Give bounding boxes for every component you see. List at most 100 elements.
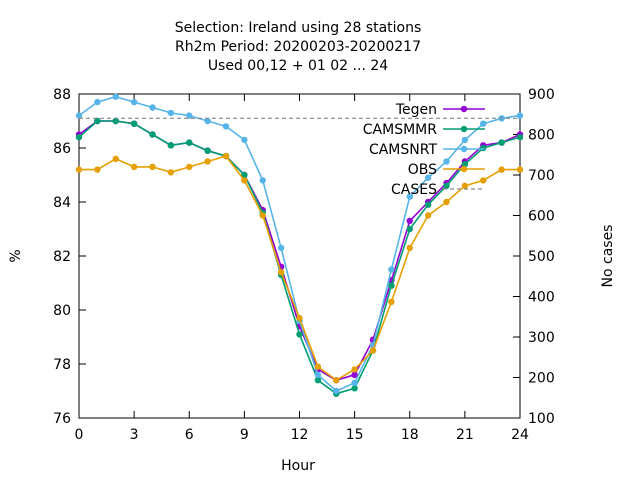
legend-label-camsnrt: CAMSNRT <box>369 142 438 158</box>
data-point-obs <box>186 163 193 171</box>
data-point-obs <box>75 166 83 173</box>
data-point-obs <box>388 298 395 306</box>
y-tick-label: 84 <box>53 195 71 211</box>
x-tick-label: 0 <box>75 427 84 443</box>
data-point-camsmmr <box>406 225 413 233</box>
data-point-obs <box>130 163 138 171</box>
x-tick-label: 18 <box>401 427 419 443</box>
data-point-camsmmr <box>516 134 524 141</box>
series-line-camsmmr <box>78 120 521 395</box>
data-point-camsnrt <box>333 387 340 395</box>
data-point-camsnrt <box>277 244 285 252</box>
data-point-camsnrt <box>112 93 119 100</box>
y2-tick-label: 800 <box>528 128 555 144</box>
legend-label-tegen: Tegen <box>395 102 437 118</box>
title-line-2: Rh2m Period: 20200203-20200217 <box>175 39 421 55</box>
plot-frame <box>78 93 521 419</box>
y-tick-label: 78 <box>53 357 71 373</box>
x-tick-label: 12 <box>291 427 309 443</box>
data-point-camsmmr <box>351 385 358 392</box>
data-point-camsnrt <box>443 158 450 165</box>
series-line-tegen <box>78 120 521 382</box>
legend-marker-obs <box>460 165 468 173</box>
data-point-camsnrt <box>461 136 469 144</box>
data-point-camsnrt <box>222 123 230 130</box>
y-tick-label: 76 <box>53 411 71 427</box>
data-point-camsnrt <box>424 174 432 181</box>
data-point-obs <box>369 347 377 354</box>
data-point-camsmmr <box>443 182 450 189</box>
data-point-obs <box>424 212 432 219</box>
data-point-camsnrt <box>94 98 101 106</box>
x-tick-label: 24 <box>511 427 529 443</box>
legend-label-obs: OBS <box>408 162 437 178</box>
data-point-camsnrt <box>516 112 524 119</box>
y2-tick-label: 400 <box>528 290 555 306</box>
data-point-obs <box>222 152 230 160</box>
data-point-camsnrt <box>130 98 138 106</box>
data-point-camsnrt <box>351 379 358 387</box>
y-tick-label: 82 <box>53 249 71 265</box>
data-point-camsmmr <box>94 117 101 125</box>
data-point-camsmmr <box>112 117 119 125</box>
data-point-camsnrt <box>241 136 248 144</box>
data-point-obs <box>204 158 211 165</box>
x-tick-label: 9 <box>240 427 249 443</box>
data-point-camsnrt <box>314 371 322 378</box>
data-point-obs <box>461 182 469 189</box>
y2-tick-label: 600 <box>528 209 555 225</box>
data-point-obs <box>259 212 266 219</box>
data-point-obs <box>296 314 303 322</box>
data-point-camsmmr <box>424 201 432 208</box>
y2-tick-label: 200 <box>528 371 555 387</box>
title-line-1: Selection: Ireland using 28 stations <box>175 20 422 36</box>
legend-marker-camsmmr <box>460 125 468 133</box>
data-point-camsmmr <box>186 139 193 146</box>
legend-marker-camsnrt <box>460 145 468 153</box>
chart-title: Selection: Ireland using 28 stations Rh2… <box>175 20 422 74</box>
y2-tick-label: 100 <box>528 411 555 427</box>
data-point-tegen <box>351 371 358 378</box>
data-point-tegen <box>406 217 413 225</box>
y-axis-label: % <box>8 249 24 262</box>
data-point-obs <box>333 377 340 384</box>
y2-axis-label: No cases <box>600 225 616 288</box>
data-point-camsmmr <box>480 144 487 152</box>
data-point-camsnrt <box>167 109 175 117</box>
data-point-obs <box>112 155 119 162</box>
x-tick-label: 15 <box>346 427 364 443</box>
legend: Tegen CAMSMMR CAMSNRT OBS CASES <box>363 102 485 198</box>
data-point-obs <box>480 177 487 184</box>
y-tick-label: 88 <box>53 87 71 103</box>
legend-label-cases: CASES <box>391 182 437 198</box>
data-point-camsmmr <box>204 147 211 154</box>
y2-tick-label: 900 <box>528 87 555 103</box>
data-point-camsmmr <box>461 161 469 168</box>
data-point-obs <box>516 166 524 173</box>
data-point-camsmmr <box>75 134 83 141</box>
x-tick-label: 3 <box>130 427 139 443</box>
title-line-3: Used 00,12 + 01 02 ... 24 <box>208 58 388 74</box>
x-tick-label: 21 <box>456 427 474 443</box>
y2-tick-label: 700 <box>528 168 555 184</box>
data-point-camsmmr <box>388 282 395 289</box>
data-point-obs <box>277 269 285 276</box>
data-point-camsmmr <box>130 120 138 127</box>
x-axis-label: Hour <box>281 458 315 474</box>
data-point-camsnrt <box>406 193 413 200</box>
data-point-camsnrt <box>204 117 211 125</box>
data-point-obs <box>498 166 505 173</box>
data-point-camsmmr <box>314 377 322 384</box>
x-tick-label: 6 <box>185 427 194 443</box>
data-point-obs <box>94 166 101 173</box>
data-point-camsnrt <box>480 120 487 127</box>
series-line-obs <box>79 155 520 382</box>
y-tick-label: 80 <box>53 303 71 319</box>
y2-tick-label: 300 <box>528 330 555 346</box>
data-point-camsnrt <box>149 104 156 111</box>
data-point-obs <box>314 363 322 370</box>
legend-label-camsmmr: CAMSMMR <box>363 122 437 138</box>
data-point-obs <box>241 177 248 184</box>
data-point-obs <box>351 366 358 373</box>
